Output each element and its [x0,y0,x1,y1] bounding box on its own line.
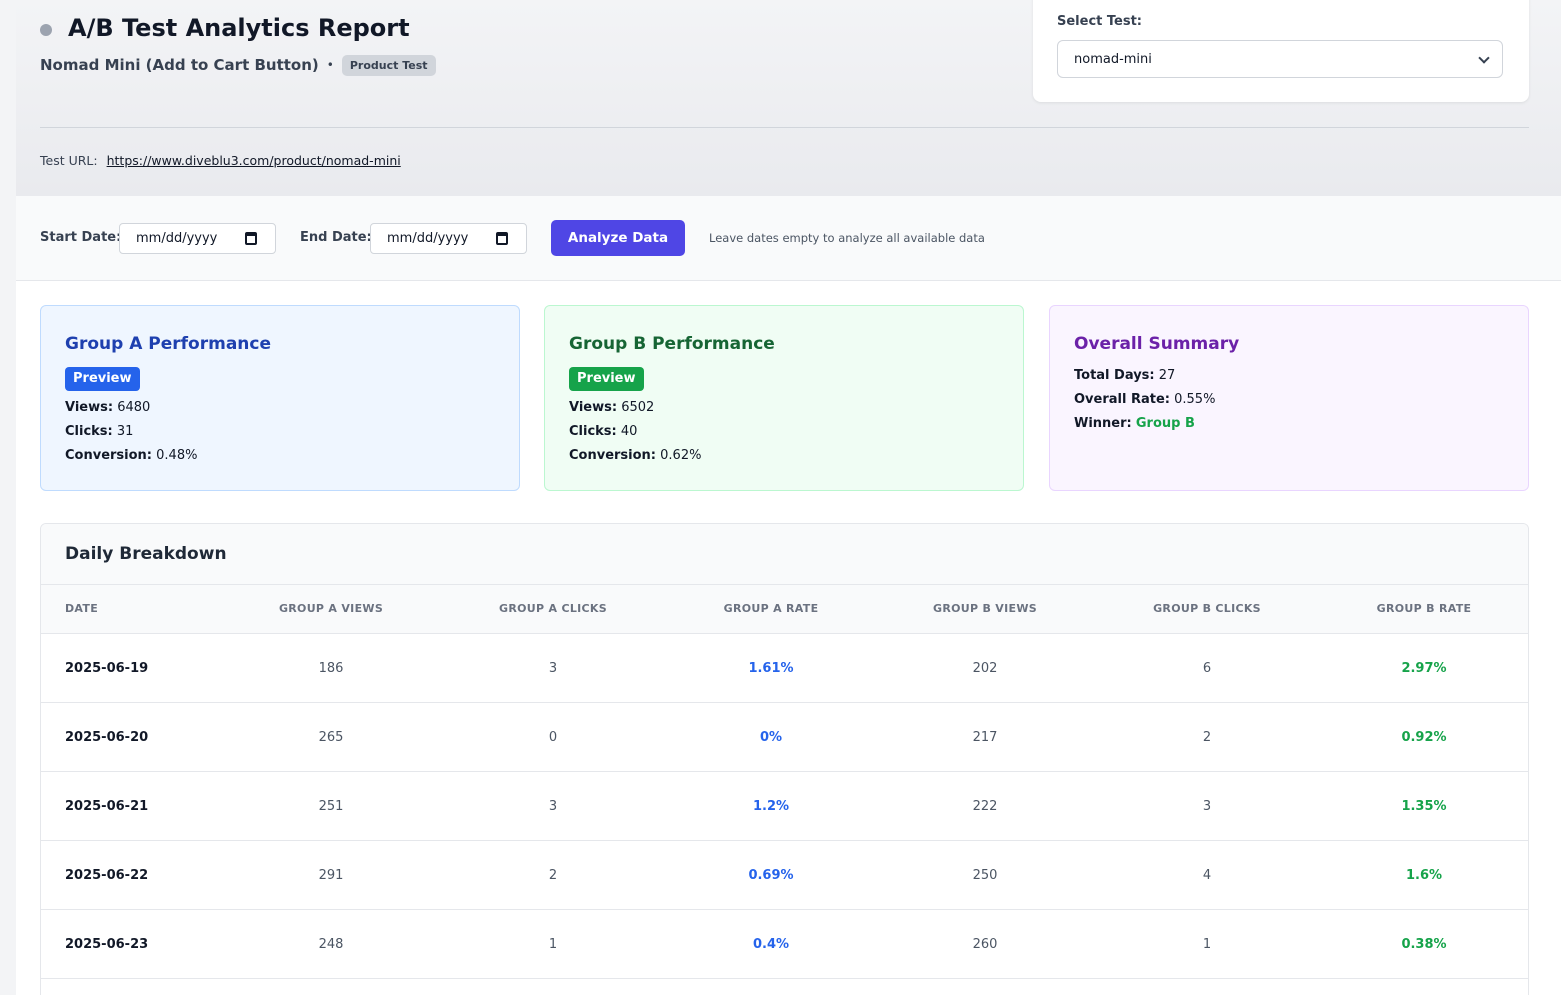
row-group-a-rate: 1.61% [748,661,794,676]
group-a-preview-button[interactable]: Preview [65,367,140,391]
end-date-input[interactable]: mm/dd/yyyy [370,223,527,254]
test-name: Nomad Mini (Add to Cart Button) [40,56,319,74]
group-a-conversion: Conversion: 0.48% [65,448,198,463]
row-group-b-views: 222 [972,799,998,814]
row-group-b-clicks: 2 [1202,730,1212,745]
group-b-title: Group B Performance [569,334,775,354]
column-header-group-b-clicks: GROUP B CLICKS [1153,602,1261,615]
row-group-b-clicks: 3 [1202,799,1212,814]
row-date: 2025-06-20 [65,730,149,745]
start-date-input[interactable]: mm/dd/yyyy [119,223,276,254]
row-group-b-clicks: 4 [1202,868,1212,883]
row-group-a-clicks: 3 [548,661,558,676]
row-group-a-views: 291 [318,868,344,883]
subtitle-row: Nomad Mini (Add to Cart Button) • Produc… [40,53,436,77]
group-b-clicks: Clicks: 40 [569,424,638,439]
start-date-label: Start Date: [40,230,122,245]
row-group-a-views: 251 [318,799,344,814]
summary-overall-rate: Overall Rate: 0.55% [1074,392,1216,407]
row-date: 2025-06-21 [65,799,149,814]
row-group-b-rate: 1.6% [1405,868,1443,883]
row-group-a-clicks: 3 [548,799,558,814]
row-group-a-views: 186 [318,661,344,676]
row-group-b-clicks: 1 [1202,937,1212,952]
group-a-card: Group A Performance Preview Views: 6480 … [40,305,520,491]
selected-test-value: nomad-mini [1074,52,1152,67]
column-header-group-b-views: GROUP B VIEWS [933,602,1037,615]
calendar-icon[interactable] [496,232,508,245]
bullet-separator: • [326,58,334,72]
report-page: A/B Test Analytics Report Nomad Mini (Ad… [16,0,1561,995]
row-group-a-views: 265 [318,730,344,745]
row-group-b-rate: 0.38% [1401,937,1447,952]
row-group-a-rate: 1.2% [752,799,790,814]
group-a-clicks: Clicks: 31 [65,424,134,439]
row-date: 2025-06-23 [65,937,149,952]
column-header-date: DATE [65,602,99,615]
test-select-card: Select Test: nomad-mini [1033,0,1529,102]
row-group-b-views: 202 [972,661,998,676]
row-group-a-rate: 0% [759,730,783,745]
column-header-group-a-clicks: GROUP A CLICKS [499,602,607,615]
table-row: 2025-06-20 265 0 0% 217 2 0.92% [41,703,1528,772]
row-group-b-rate: 1.35% [1401,799,1447,814]
select-test-label: Select Test: [1057,14,1143,29]
group-a-views: Views: 6480 [65,400,151,415]
column-header-group-a-views: GROUP A VIEWS [278,602,384,615]
row-group-b-views: 250 [972,868,998,883]
daily-breakdown-title: Daily Breakdown [65,544,227,564]
end-date-placeholder: mm/dd/yyyy [387,231,469,246]
group-b-conversion: Conversion: 0.62% [569,448,702,463]
row-date: 2025-06-22 [65,868,149,883]
calendar-icon[interactable] [245,232,257,245]
row-group-b-rate: 0.92% [1401,730,1447,745]
date-filter-bar: Start Date: mm/dd/yyyy End Date: mm/dd/y… [16,196,1561,281]
overall-summary-card: Overall Summary Total Days: 27 Overall R… [1049,305,1529,491]
group-a-title: Group A Performance [65,334,272,354]
test-url-row: Test URL: https://www.diveblu3.com/produ… [40,153,401,168]
row-group-a-rate: 0.69% [748,868,794,883]
start-date-placeholder: mm/dd/yyyy [136,231,218,246]
group-b-views: Views: 6502 [569,400,655,415]
row-group-a-rate: 0.4% [752,937,790,952]
date-hint-text: Leave dates empty to analyze all availab… [709,231,985,245]
row-group-b-views: 217 [972,730,998,745]
page-title: A/B Test Analytics Report [68,14,410,42]
column-header-group-b-rate: GROUP B RATE [1376,602,1472,615]
report-header: A/B Test Analytics Report Nomad Mini (Ad… [16,0,1561,196]
test-select-dropdown[interactable]: nomad-mini [1057,40,1503,78]
column-header-group-a-rate: GROUP A RATE [723,602,819,615]
summary-title: Overall Summary [1074,334,1240,354]
group-b-preview-button[interactable]: Preview [569,367,644,391]
test-url-link[interactable]: https://www.diveblu3.com/product/nomad-m… [106,153,401,168]
table-row: 2025-06-22 291 2 0.69% 250 4 1.6% [41,841,1528,910]
row-group-b-views: 260 [972,937,998,952]
table-row: 2025-06-23 248 1 0.4% 260 1 0.38% [41,910,1528,979]
row-group-a-clicks: 1 [548,937,558,952]
row-group-a-clicks: 2 [548,868,558,883]
summary-total-days: Total Days: 27 [1074,368,1176,383]
test-url-label: Test URL: [40,153,98,168]
header-divider [40,127,1529,128]
row-group-a-views: 248 [318,937,344,952]
row-date: 2025-06-19 [65,661,149,676]
status-dot-icon [40,24,52,36]
daily-breakdown-table: Daily Breakdown DATE GROUP A VIEWS GROUP… [40,523,1529,995]
row-group-b-clicks: 6 [1202,661,1212,676]
summary-winner: Winner: Group B [1074,416,1195,431]
table-column-headers: DATE GROUP A VIEWS GROUP A CLICKS GROUP … [41,585,1528,634]
analyze-data-button[interactable]: Analyze Data [551,220,685,256]
test-type-badge: Product Test [341,54,436,76]
row-group-a-clicks: 0 [548,730,558,745]
end-date-label: End Date: [300,230,372,245]
group-b-card: Group B Performance Preview Views: 6502 … [544,305,1024,491]
table-row: 2025-06-19 186 3 1.61% 202 6 2.97% [41,634,1528,703]
table-header-bar: Daily Breakdown [41,524,1528,585]
row-group-b-rate: 2.97% [1401,661,1447,676]
chevron-down-icon [1478,52,1490,64]
table-row: 2025-06-21 251 3 1.2% 222 3 1.35% [41,772,1528,841]
